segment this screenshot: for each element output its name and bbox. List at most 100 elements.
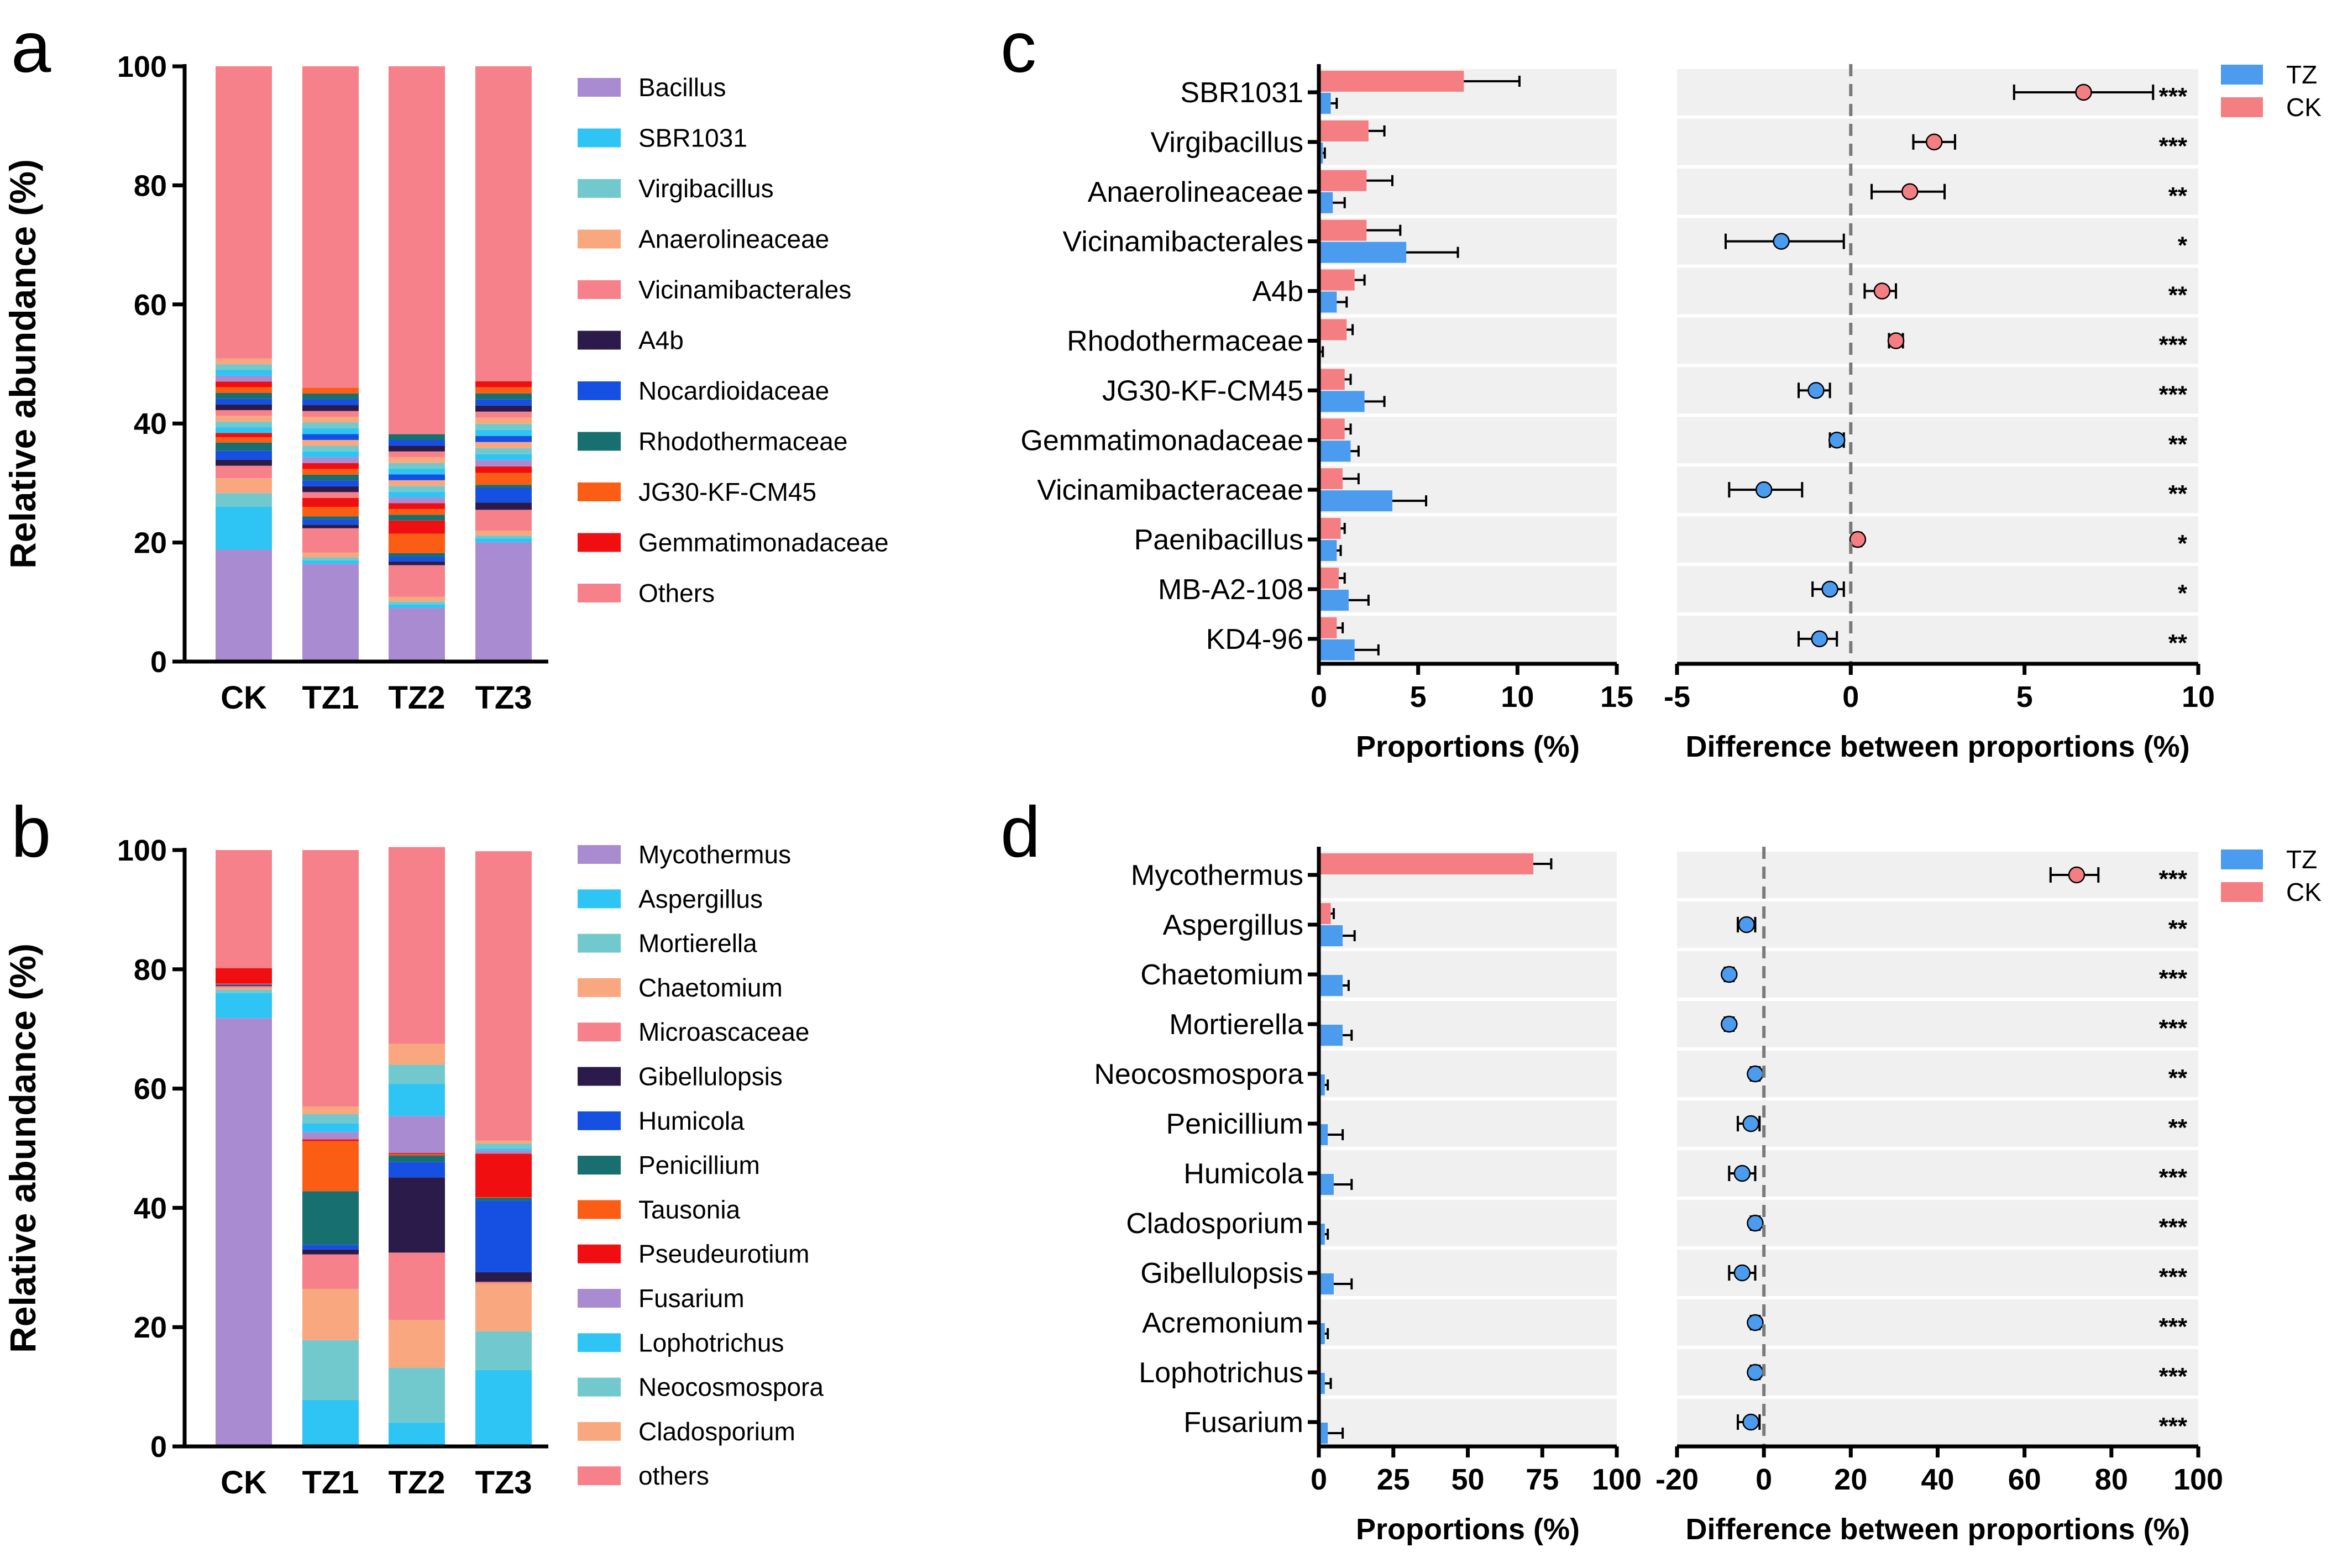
bar-segment-minor-taxa <box>302 457 359 463</box>
bar-segment-penicillium-tz3 <box>475 1198 532 1201</box>
bar-segment-minor-taxa <box>302 394 359 400</box>
row-background-proportions <box>1319 1200 1617 1246</box>
legend-label-others: others <box>638 1461 709 1490</box>
bar-ck-anaerolineaceae <box>1319 170 1367 191</box>
bar-segment-rhodothermaceae-tz2 <box>389 553 445 557</box>
bar-tz-anaerolineaceae <box>1319 192 1333 213</box>
bar-segment-cladosporium-tz2 <box>389 1043 445 1065</box>
bar-segment-chaetomium-tz2 <box>389 1320 445 1368</box>
legend-swatch-sbr1031 <box>578 128 621 148</box>
bar-tz-kd4-96 <box>1319 639 1355 660</box>
category-label-mortierella: Mortierella <box>1169 1009 1303 1041</box>
bar-segment-minor-taxa <box>302 439 359 446</box>
row-background-difference <box>1677 268 2198 314</box>
significance-label-kd4-96: ** <box>2168 630 2188 657</box>
x-tick-label-tz1: TZ1 <box>302 680 359 716</box>
difference-x-tick-label: 20 <box>1834 1463 1867 1496</box>
bar-segment-virgibacillus-ck <box>216 493 272 507</box>
x-tick-label-tz3: TZ3 <box>475 680 532 716</box>
bar-segment-minor-taxa <box>216 358 272 365</box>
category-label-gemmatimonadaceae: Gemmatimonadaceae <box>1020 424 1303 457</box>
bar-segment-others-ck <box>216 66 272 359</box>
bar-segment-gibellulopsis-tz3 <box>475 1272 532 1282</box>
proportions-x-tick-label: 0 <box>1311 1463 1327 1496</box>
legend-swatch-tausonia <box>578 1200 621 1219</box>
bar-segment-chaetomium-ck <box>216 988 272 990</box>
bar-segment-lophotrichus-tz1 <box>302 1123 359 1132</box>
legend-swatch-aspergillus <box>578 889 621 909</box>
difference-point-neocosmospora <box>1747 1065 1764 1083</box>
x-tick-label-tz2: TZ2 <box>388 1465 445 1501</box>
bar-segment-jg30-kf-cm45-tz1 <box>302 506 359 517</box>
x-tick-label-tz2: TZ2 <box>388 680 445 716</box>
y-tick-label: 60 <box>134 289 167 322</box>
legend-swatch-mortierella <box>578 934 621 953</box>
significance-label-gibellulopsis: *** <box>2159 1263 2188 1291</box>
bar-segment-minor-taxa <box>475 423 532 430</box>
y-tick-label: 100 <box>117 50 167 83</box>
panel-a-stacked-bar-chart: Relative abundance (%) CK TZ1 TZ2 TZ3 0 20 40 60… <box>2 50 889 716</box>
row-background-difference <box>1677 852 2198 898</box>
bar-segment-nocardioidaceae-tz3 <box>475 487 532 503</box>
bar-segment-minor-taxa <box>389 497 445 504</box>
bar-ck-kd4-96 <box>1319 617 1337 638</box>
bar-segment-minor-taxa <box>475 387 532 394</box>
bar-segment-pseudeurotium-ck <box>216 968 272 984</box>
bar-segment-minor-taxa <box>389 434 445 440</box>
legend-swatch-anaerolineaceae <box>578 229 621 249</box>
bar-segment-minor-taxa <box>216 427 272 433</box>
bar-segment-rhodothermaceae-ck <box>216 442 272 451</box>
legend-swatch-tz <box>2221 849 2263 869</box>
bar-segment-jg30-kf-cm45-ck <box>216 437 272 443</box>
category-label-acremonium: Acremonium <box>1142 1307 1303 1339</box>
bar-segment-minor-taxa <box>475 442 532 448</box>
bar-segment-tausonia-tz3 <box>475 1197 532 1198</box>
significance-label-mortierella: *** <box>2159 1015 2188 1042</box>
bar-ck-vicinamibacterales <box>1319 219 1367 241</box>
bar-ck-jg30-kf-cm45 <box>1319 369 1345 390</box>
bar-segment-anaerolineaceae-tz3 <box>475 531 532 536</box>
legend-label-tz: TZ <box>2286 60 2317 89</box>
bar-segment-minor-taxa <box>302 434 359 440</box>
bar-tz-mortierella <box>1319 1025 1343 1046</box>
bar-segment-jg30-kf-cm45-tz3 <box>475 473 532 485</box>
legend-label-lophotrichus: Lophotrichus <box>638 1328 784 1357</box>
significance-label-chaetomium: *** <box>2159 965 2188 992</box>
significance-label-vicinamibacteraceae: ** <box>2168 480 2188 507</box>
row-background-difference <box>1677 516 2198 563</box>
bar-ck-aspergillus <box>1319 903 1331 924</box>
bar-segment-humicola-tz2 <box>389 1162 445 1178</box>
significance-label-sbr1031: *** <box>2159 83 2188 110</box>
difference-point-aspergillus <box>1738 916 1755 934</box>
bar-segment-sbr1031-tz2 <box>389 604 445 609</box>
legend-label-tz: TZ <box>2286 845 2317 874</box>
bar-segment-minor-taxa <box>216 387 272 393</box>
bar-segment-minor-taxa <box>389 463 445 469</box>
legend-swatch-a4b <box>578 331 621 350</box>
significance-label-gemmatimonadaceae: ** <box>2168 431 2188 458</box>
bar-segment-minor-taxa <box>389 445 445 452</box>
bar-segment-chaetomium-tz3 <box>475 1283 532 1331</box>
bar-segment-minor-taxa <box>216 364 272 370</box>
legend-swatch-virgibacillus <box>578 179 621 198</box>
difference-point-fusarium <box>1742 1413 1759 1431</box>
bar-segment-microascaceae-tz2 <box>389 1252 445 1320</box>
bar-segment-minor-taxa <box>475 381 532 387</box>
category-label-jg30-kf-cm45: JG30-KF-CM45 <box>1102 375 1303 407</box>
bar-segment-gemmatimonadaceae-tz1 <box>302 497 359 507</box>
bar-segment-lophotrichus-tz3 <box>475 1149 532 1151</box>
bar-segment-neocosmospora-tz2 <box>389 1064 445 1084</box>
legend-swatch-ck <box>2221 882 2263 902</box>
category-label-vicinamibacterales: Vicinamibacterales <box>1063 226 1303 258</box>
bar-segment-nocardioidaceae-tz1 <box>302 519 359 525</box>
proportions-x-tick-label: 15 <box>1600 680 1633 714</box>
bar-segment-minor-taxa <box>302 486 359 492</box>
legend-label-vicinamibacterales: Vicinamibacterales <box>638 275 851 304</box>
bar-segment-others-ck <box>216 850 272 968</box>
bar-segment-humicola-tz1 <box>302 1245 359 1250</box>
y-tick-label: 40 <box>134 1192 167 1225</box>
bar-segment-minor-taxa <box>302 492 359 498</box>
panel-d-extended-error-bar-plot: Mycothermus ***Aspergillus **Chaetomium ***… <box>1094 845 2322 1546</box>
difference-point-gemmatimonadaceae <box>1828 432 1846 449</box>
bar-segment-jg30-kf-cm45-tz2 <box>389 533 445 553</box>
